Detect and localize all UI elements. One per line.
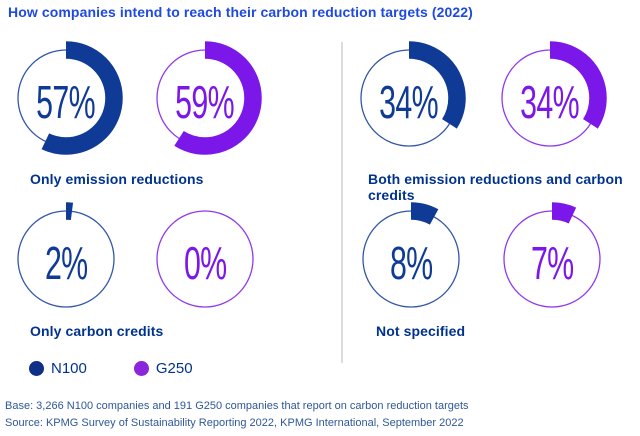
legend-item-g250: G250	[133, 360, 193, 377]
donut-value: 59%	[175, 76, 235, 128]
g250-color-dot-icon	[133, 361, 149, 376]
source-note: Source: KPMG Survey of Sustainability Re…	[5, 417, 464, 429]
vertical-divider	[341, 42, 343, 363]
n100-color-dot-icon	[29, 361, 44, 376]
category-label-both-reductions-credits: Both emission reductions and carbon cred…	[368, 171, 623, 203]
legend-label-g250: G250	[155, 360, 193, 377]
donut-ring-icon	[148, 41, 262, 155]
donut-only-emission-reductions-g250: 59%	[143, 36, 267, 160]
donut-ring-icon	[9, 202, 123, 316]
category-label-only-emission-reductions: Only emission reductions	[30, 171, 204, 187]
donut-value: 57%	[36, 76, 96, 128]
donut-only-carbon-credits-n100: 2%	[4, 197, 128, 321]
page-title: How companies intend to reach their carb…	[8, 4, 473, 20]
donut-value: 7%	[530, 237, 574, 289]
legend: N100 G250	[29, 360, 193, 377]
donut-value: 34%	[520, 76, 580, 128]
donut-ring-icon	[495, 202, 609, 316]
donut-ring-icon	[156, 210, 254, 308]
legend-label-n100: N100	[51, 360, 87, 377]
donut-value: 2%	[44, 237, 88, 289]
donut-not-specified-g250: 7%	[490, 197, 614, 321]
donut-both-reductions-credits-n100: 34%	[347, 36, 471, 160]
category-label-only-carbon-credits: Only carbon credits	[30, 323, 164, 339]
donut-value: 0%	[183, 237, 227, 289]
donut-not-specified-n100: 8%	[349, 197, 473, 321]
donut-value: 34%	[379, 76, 439, 128]
donut-only-carbon-credits-g250: 0%	[143, 197, 267, 321]
legend-item-n100: N100	[29, 360, 87, 377]
donut-ring-icon	[352, 41, 466, 155]
footnotes: Base: 3,266 N100 companies and 191 G250 …	[5, 398, 469, 432]
donut-only-emission-reductions-n100: 57%	[4, 36, 128, 160]
donut-ring-icon	[354, 202, 468, 316]
donut-both-reductions-credits-g250: 34%	[488, 36, 612, 160]
base-note: Base: 3,266 N100 companies and 191 G250 …	[5, 400, 469, 412]
donut-value: 8%	[389, 237, 433, 289]
category-label-not-specified: Not specified	[376, 323, 466, 339]
donut-ring-icon	[9, 41, 123, 155]
donut-ring-icon	[493, 41, 607, 155]
